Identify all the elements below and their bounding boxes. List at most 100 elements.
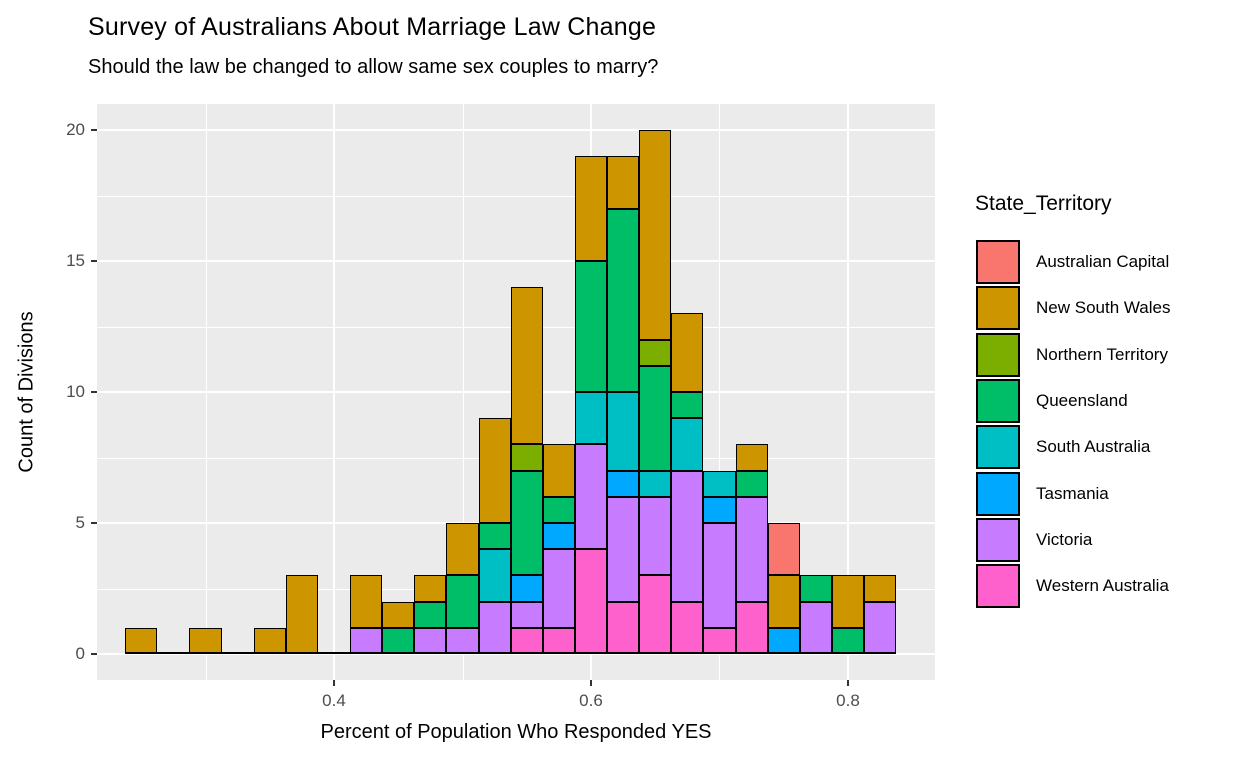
y-tick-label: 10 xyxy=(66,382,85,401)
bar-segment-NSW xyxy=(639,130,671,340)
bar-segment-NSW xyxy=(671,313,703,392)
y-tick-label: 5 xyxy=(75,513,85,532)
legend-swatch-VIC xyxy=(976,518,1020,562)
legend-label: Victoria xyxy=(1036,530,1093,549)
legend-item: Queensland xyxy=(976,379,1246,423)
bar-segment-NSW xyxy=(189,628,222,654)
bar-segment-WA xyxy=(671,602,703,654)
bar-segment-TAS xyxy=(768,628,800,654)
bar-segment-SA xyxy=(671,418,703,471)
bar-segment-VIC xyxy=(575,444,607,549)
gridline-y-major xyxy=(97,129,935,131)
legend-item: Victoria xyxy=(976,518,1246,562)
bar-segment-NSW xyxy=(350,575,382,628)
x-tick-label: 0.6 xyxy=(579,691,603,710)
legend-label: Northern Territory xyxy=(1036,345,1168,364)
y-tick-mark xyxy=(91,129,97,131)
gridline-x-major xyxy=(847,104,849,680)
bar-segment-WA xyxy=(511,628,543,654)
bar-segment-SA xyxy=(639,471,671,497)
legend-label: Australian Capital xyxy=(1036,252,1170,271)
bar-segment-NSW xyxy=(511,287,543,444)
bar-segment-QLD xyxy=(607,209,639,392)
x-tick-mark xyxy=(333,680,335,686)
x-tick-mark xyxy=(590,680,592,686)
bar-segment-VIC xyxy=(671,471,703,602)
bar-segment-NT xyxy=(511,444,543,471)
gridline-x-minor xyxy=(719,104,720,680)
bar-segment-NSW xyxy=(736,444,768,471)
bar-segment-NSW xyxy=(479,418,511,523)
gridline-y-major xyxy=(97,653,935,655)
bar-segment-NSW xyxy=(125,628,157,654)
x-tick-mark xyxy=(847,680,849,686)
bar-segment-QLD xyxy=(800,575,832,602)
legend-swatch-WA xyxy=(976,564,1020,608)
x-tick-label: 0.8 xyxy=(836,691,860,710)
bar-segment-NSW xyxy=(286,575,318,654)
bar-segment-NSW xyxy=(832,575,864,628)
gridline-y-major xyxy=(97,260,935,262)
bar-segment-SA xyxy=(479,549,511,602)
legend-swatch-ACT xyxy=(976,240,1020,284)
legend-label: Queensland xyxy=(1036,391,1128,410)
bar-segment-SA xyxy=(703,471,736,497)
bar-segment-NSW xyxy=(254,628,286,654)
bar-segment-TAS xyxy=(607,471,639,497)
legend-swatch-SA xyxy=(976,425,1020,469)
bar-segment-QLD xyxy=(639,366,671,471)
legend-swatch-TAS xyxy=(976,472,1020,516)
bar-segment-WA xyxy=(607,602,639,654)
legend-item: Western Australia xyxy=(976,564,1246,608)
bar-segment-SA xyxy=(575,392,607,444)
bar-segment-TAS xyxy=(703,497,736,523)
bar-segment-VIC xyxy=(607,497,639,602)
bar-segment-QLD xyxy=(446,575,479,628)
bar-segment-VIC xyxy=(479,602,511,654)
legend-item: Northern Territory xyxy=(976,333,1246,377)
bar-segment-NSW xyxy=(382,602,414,628)
x-axis-title: Percent of Population Who Responded YES xyxy=(320,721,712,743)
bar-segment-VIC xyxy=(350,628,382,654)
bar-segment-ACT xyxy=(768,523,800,575)
legend-label: South Australia xyxy=(1036,437,1151,456)
bar-segment-WA xyxy=(736,602,768,654)
bar-segment-WA xyxy=(703,628,736,654)
bar-segment-TAS xyxy=(511,575,543,602)
y-tick-mark xyxy=(91,522,97,524)
axis-baseline xyxy=(125,652,896,654)
legend-item: Tasmania xyxy=(976,472,1246,516)
bar-segment-NSW xyxy=(446,523,479,575)
bar-segment-TAS xyxy=(543,523,575,549)
legend: Australian Capital New South Wales Norther… xyxy=(976,240,1246,610)
bar-segment-NSW xyxy=(768,575,800,628)
legend-label: Tasmania xyxy=(1036,484,1109,503)
bar-segment-NSW xyxy=(864,575,896,602)
bar-segment-VIC xyxy=(446,628,479,654)
legend-item: Australian Capital xyxy=(976,240,1246,284)
y-tick-mark xyxy=(91,653,97,655)
bar-segment-VIC xyxy=(511,602,543,628)
legend-item: South Australia xyxy=(976,425,1246,469)
y-tick-label: 0 xyxy=(75,644,85,663)
bar-segment-WA xyxy=(543,628,575,654)
y-tick-label: 20 xyxy=(66,120,85,139)
bar-segment-QLD xyxy=(511,471,543,575)
chart-subtitle: Should the law be changed to allow same … xyxy=(88,56,659,78)
chart-title: Survey of Australians About Marriage Law… xyxy=(88,13,657,41)
bar-segment-QLD xyxy=(671,392,703,418)
y-tick-label: 15 xyxy=(66,251,85,270)
bar-segment-VIC xyxy=(543,549,575,628)
y-tick-mark xyxy=(91,260,97,262)
plot-panel xyxy=(97,104,935,680)
bar-segment-VIC xyxy=(736,497,768,602)
bar-segment-WA xyxy=(639,575,671,654)
bar-segment-SA xyxy=(607,392,639,471)
legend-swatch-QLD xyxy=(976,379,1020,423)
bar-segment-QLD xyxy=(736,471,768,497)
bar-segment-VIC xyxy=(800,602,832,654)
x-tick-label: 0.4 xyxy=(322,691,346,710)
gridline-y-minor xyxy=(97,196,935,197)
bar-segment-NSW xyxy=(414,575,446,602)
